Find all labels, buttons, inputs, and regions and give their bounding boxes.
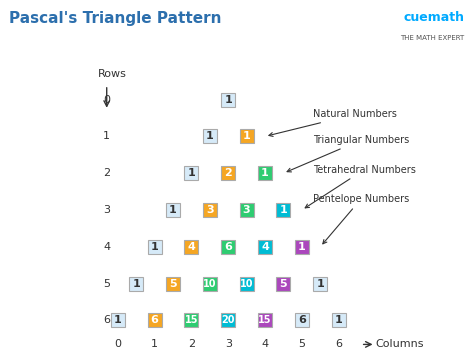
Text: 1: 1 xyxy=(132,279,140,289)
Text: 6: 6 xyxy=(103,316,110,326)
Text: 5: 5 xyxy=(298,339,305,349)
FancyBboxPatch shape xyxy=(129,277,143,291)
Text: 1: 1 xyxy=(280,205,287,215)
Text: 1: 1 xyxy=(316,279,324,289)
Text: 0: 0 xyxy=(114,339,121,349)
FancyBboxPatch shape xyxy=(295,313,309,327)
FancyBboxPatch shape xyxy=(240,130,254,143)
Text: 1: 1 xyxy=(151,339,158,349)
Text: Rows: Rows xyxy=(98,69,127,79)
Text: 10: 10 xyxy=(240,279,254,289)
FancyBboxPatch shape xyxy=(203,130,217,143)
FancyBboxPatch shape xyxy=(147,313,162,327)
Text: Pascal's Triangle Pattern: Pascal's Triangle Pattern xyxy=(9,11,222,26)
FancyBboxPatch shape xyxy=(221,313,235,327)
FancyBboxPatch shape xyxy=(184,313,199,327)
Text: 15: 15 xyxy=(185,316,198,326)
Text: 3: 3 xyxy=(103,205,110,215)
Text: Triangular Numbers: Triangular Numbers xyxy=(287,135,409,172)
Text: 3: 3 xyxy=(206,205,214,215)
Text: Columns: Columns xyxy=(375,339,424,349)
Text: 0: 0 xyxy=(103,94,110,105)
Text: 1: 1 xyxy=(224,94,232,105)
Text: 6: 6 xyxy=(298,316,306,326)
FancyBboxPatch shape xyxy=(295,240,309,254)
FancyBboxPatch shape xyxy=(166,277,180,291)
Text: 10: 10 xyxy=(203,279,217,289)
FancyBboxPatch shape xyxy=(166,203,180,217)
Text: 1: 1 xyxy=(151,242,158,252)
Text: 1: 1 xyxy=(261,168,269,178)
Text: 6: 6 xyxy=(151,316,158,326)
Text: 6: 6 xyxy=(224,242,232,252)
FancyBboxPatch shape xyxy=(258,166,272,180)
FancyBboxPatch shape xyxy=(240,277,254,291)
FancyBboxPatch shape xyxy=(240,203,254,217)
Text: 5: 5 xyxy=(280,279,287,289)
Text: 4: 4 xyxy=(261,242,269,252)
Text: 1: 1 xyxy=(206,131,214,141)
Text: 1: 1 xyxy=(114,316,122,326)
FancyBboxPatch shape xyxy=(221,93,235,106)
Text: 2: 2 xyxy=(103,168,110,178)
FancyBboxPatch shape xyxy=(221,166,235,180)
FancyBboxPatch shape xyxy=(276,203,291,217)
Text: 4: 4 xyxy=(187,242,195,252)
FancyBboxPatch shape xyxy=(332,313,346,327)
FancyBboxPatch shape xyxy=(203,203,217,217)
FancyBboxPatch shape xyxy=(147,240,162,254)
Text: THE MATH EXPERT: THE MATH EXPERT xyxy=(400,36,465,42)
Text: 4: 4 xyxy=(262,339,269,349)
FancyBboxPatch shape xyxy=(203,277,217,291)
Text: 1: 1 xyxy=(335,316,343,326)
Text: 1: 1 xyxy=(103,131,110,141)
Text: 2: 2 xyxy=(224,168,232,178)
Text: 1: 1 xyxy=(243,131,250,141)
FancyBboxPatch shape xyxy=(184,166,199,180)
Text: 1: 1 xyxy=(188,168,195,178)
Text: 3: 3 xyxy=(243,205,250,215)
FancyBboxPatch shape xyxy=(258,313,272,327)
Text: Tetrahedral Numbers: Tetrahedral Numbers xyxy=(305,165,416,208)
FancyBboxPatch shape xyxy=(258,240,272,254)
FancyBboxPatch shape xyxy=(221,240,235,254)
Text: 1: 1 xyxy=(298,242,306,252)
Text: 1: 1 xyxy=(169,205,177,215)
Text: 5: 5 xyxy=(169,279,177,289)
Text: 2: 2 xyxy=(188,339,195,349)
Text: 6: 6 xyxy=(335,339,342,349)
FancyBboxPatch shape xyxy=(313,277,327,291)
Text: cuemath: cuemath xyxy=(403,11,465,24)
Text: 15: 15 xyxy=(258,316,272,326)
FancyBboxPatch shape xyxy=(276,277,291,291)
FancyBboxPatch shape xyxy=(184,240,199,254)
Text: 20: 20 xyxy=(221,316,235,326)
Text: Pentelope Numbers: Pentelope Numbers xyxy=(313,194,409,244)
Text: 4: 4 xyxy=(103,242,110,252)
Text: 5: 5 xyxy=(103,279,110,289)
Text: Natural Numbers: Natural Numbers xyxy=(269,109,397,136)
FancyBboxPatch shape xyxy=(111,313,125,327)
Text: 3: 3 xyxy=(225,339,232,349)
